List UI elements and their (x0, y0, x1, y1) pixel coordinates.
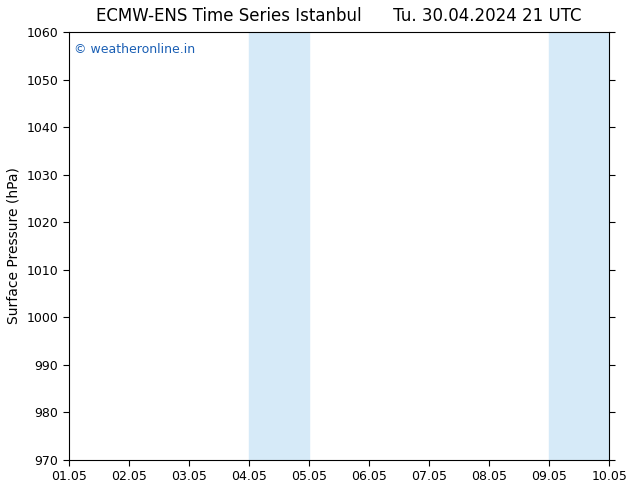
Text: © weatheronline.in: © weatheronline.in (74, 43, 195, 56)
Y-axis label: Surface Pressure (hPa): Surface Pressure (hPa) (7, 168, 21, 324)
Title: ECMW-ENS Time Series Istanbul      Tu. 30.04.2024 21 UTC: ECMW-ENS Time Series Istanbul Tu. 30.04.… (96, 7, 582, 25)
Bar (249, 32, 309, 460)
Bar (549, 32, 609, 460)
